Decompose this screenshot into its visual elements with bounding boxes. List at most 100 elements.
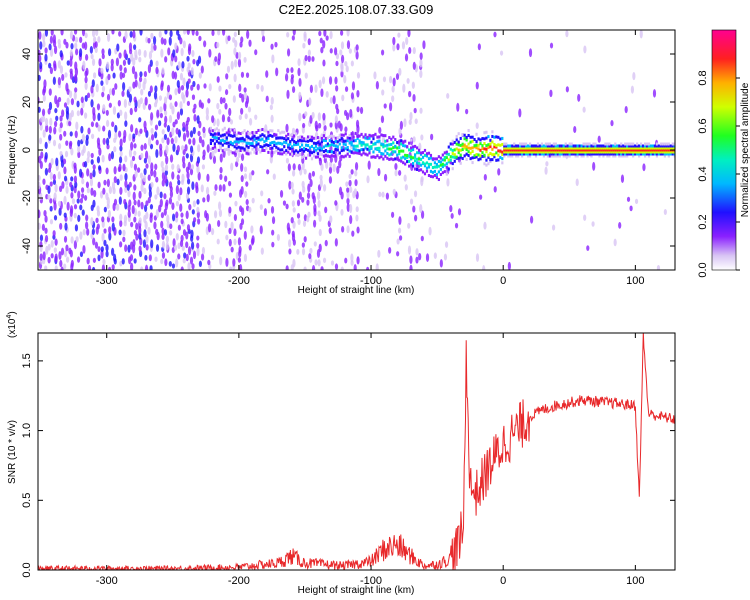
spectrogram-cell <box>270 114 274 123</box>
spectrogram-ridge-cell <box>564 154 567 158</box>
spectrogram-cell <box>106 93 111 101</box>
spectrogram-cell <box>160 212 165 219</box>
spectrogram-ridge-cell <box>227 141 230 145</box>
spectrogram-ridge-cell <box>636 146 639 150</box>
spectrogram-ridge-cell <box>312 141 316 145</box>
spectrogram-ridge-cell <box>519 144 522 148</box>
spectrogram-cell <box>475 81 479 90</box>
spectrogram-ridge-cell <box>578 144 581 148</box>
spectrogram-cell <box>307 38 311 46</box>
spectrogram-ridge-cell <box>513 150 516 154</box>
spectrogram-ridge-cell <box>649 146 653 150</box>
spectrogram-cell <box>388 102 393 112</box>
spectrogram-cell <box>381 136 386 146</box>
spectrogram-cell <box>96 103 101 111</box>
spectrogram-ridge-cell <box>493 142 496 146</box>
spectrogram-ridge-cell <box>439 160 442 164</box>
colorbar-gradient <box>711 29 737 271</box>
spectrogram-ridge-cell <box>521 148 524 152</box>
spectrogram-cell <box>39 234 44 242</box>
spectrogram-ridge-cell <box>322 150 325 154</box>
spectrogram-cell <box>144 96 148 106</box>
spectrogram-cell <box>44 215 48 223</box>
spectrogram-cell <box>216 118 220 127</box>
spectrogram-cell <box>575 178 579 187</box>
spectrogram-ridge-cell <box>636 142 639 146</box>
spectrogram-ridge-cell <box>596 146 599 150</box>
spectrogram-ridge-cell <box>332 150 335 154</box>
spectrogram-cell <box>118 229 122 236</box>
spectrogram-ridge-cell <box>279 136 282 140</box>
spectrogram-ridge-cell <box>538 150 542 154</box>
spectrogram-ridge-cell <box>310 151 314 155</box>
spectrogram-cell <box>44 227 48 234</box>
spectrogram-ridge-cell <box>295 132 298 136</box>
spectrogram-ridge-cell <box>489 142 492 146</box>
spectrogram-cell <box>134 127 138 136</box>
spectrogram-ridge-cell <box>283 150 286 154</box>
spectrogram-ridge-cell <box>546 148 550 152</box>
spectrogram-cell <box>388 247 392 254</box>
spectrogram-ridge-cell <box>507 150 510 154</box>
spectrogram-ridge-cell <box>548 154 551 158</box>
spectrogram-cell <box>92 257 97 263</box>
spectrogram-ridge-cell <box>235 139 238 143</box>
spectrogram-ridge-cell <box>659 142 663 146</box>
spectrogram-cell <box>137 81 142 90</box>
spectrogram-ridge-cell <box>540 148 544 152</box>
spectrogram-ridge-cell <box>386 151 389 155</box>
spectrogram-ridge-cell <box>223 139 226 143</box>
spectrogram-cell <box>169 223 173 230</box>
spectrogram-cell <box>355 44 359 51</box>
spectrogram-ridge-cell <box>237 137 240 141</box>
spectrogram-cell <box>119 241 123 248</box>
spectrogram-cell <box>154 85 158 93</box>
spectrogram-ridge-cell <box>515 150 518 154</box>
spectrogram-cell <box>317 259 321 267</box>
spectrogram-cell <box>200 65 204 74</box>
spectrogram-cell <box>375 81 379 90</box>
spectrogram-cell <box>340 30 344 36</box>
spectrogram-cell <box>230 246 234 253</box>
spectrogram-cell <box>54 238 58 246</box>
spectrogram-cell <box>113 198 118 206</box>
spectrogram-ridge-cell <box>459 153 462 157</box>
spectrogram-ridge-cell <box>647 142 651 146</box>
spectrogram-cell <box>90 133 95 139</box>
spectrogram-ridge-cell <box>651 150 655 154</box>
spectrogram-cell <box>44 151 48 160</box>
spectrogram-ridge-cell <box>586 152 589 156</box>
spectrogram-ridge-cell <box>558 154 561 158</box>
spectrogram-ridge-cell <box>394 157 397 161</box>
spectrogram-cell <box>166 124 171 133</box>
spectrogram-ridge-cell <box>308 138 312 142</box>
spectrogram-cell <box>164 115 168 124</box>
spectrogram-cell <box>106 61 110 70</box>
spectrogram-cell <box>329 122 333 128</box>
spectrogram-cell <box>79 231 83 240</box>
spectrogram-cell <box>90 53 94 60</box>
spectrogram-cell <box>133 96 137 103</box>
spectrogram-ridge-cell <box>574 148 577 152</box>
spectrogram-ridge-cell <box>326 150 329 154</box>
spectrogram-cell <box>57 77 61 86</box>
spectrogram-ridge-cell <box>243 147 246 151</box>
spectrogram-ridge-cell <box>536 152 540 156</box>
spectrogram-cell <box>303 266 307 270</box>
spectrogram-ridge-cell <box>507 148 510 152</box>
spectrogram-cell <box>97 254 101 262</box>
spectrogram-cell <box>340 41 345 50</box>
spectrogram-cell <box>92 164 96 170</box>
spectrogram-cell <box>341 226 345 233</box>
spectrogram-cell <box>168 181 173 189</box>
spectrogram-cell <box>565 30 569 38</box>
spectrogram-ridge-cell <box>622 152 625 156</box>
spectrogram-cell <box>230 221 234 231</box>
spectrogram-ridge-cell <box>519 142 522 146</box>
spectrogram-cell <box>77 214 81 223</box>
spectrogram-cell <box>95 30 99 37</box>
spectrogram-cell <box>173 244 178 251</box>
spectrogram-cell <box>89 177 94 187</box>
spectrogram-cell <box>48 134 52 141</box>
spectrogram-ridge-cell <box>616 144 619 148</box>
